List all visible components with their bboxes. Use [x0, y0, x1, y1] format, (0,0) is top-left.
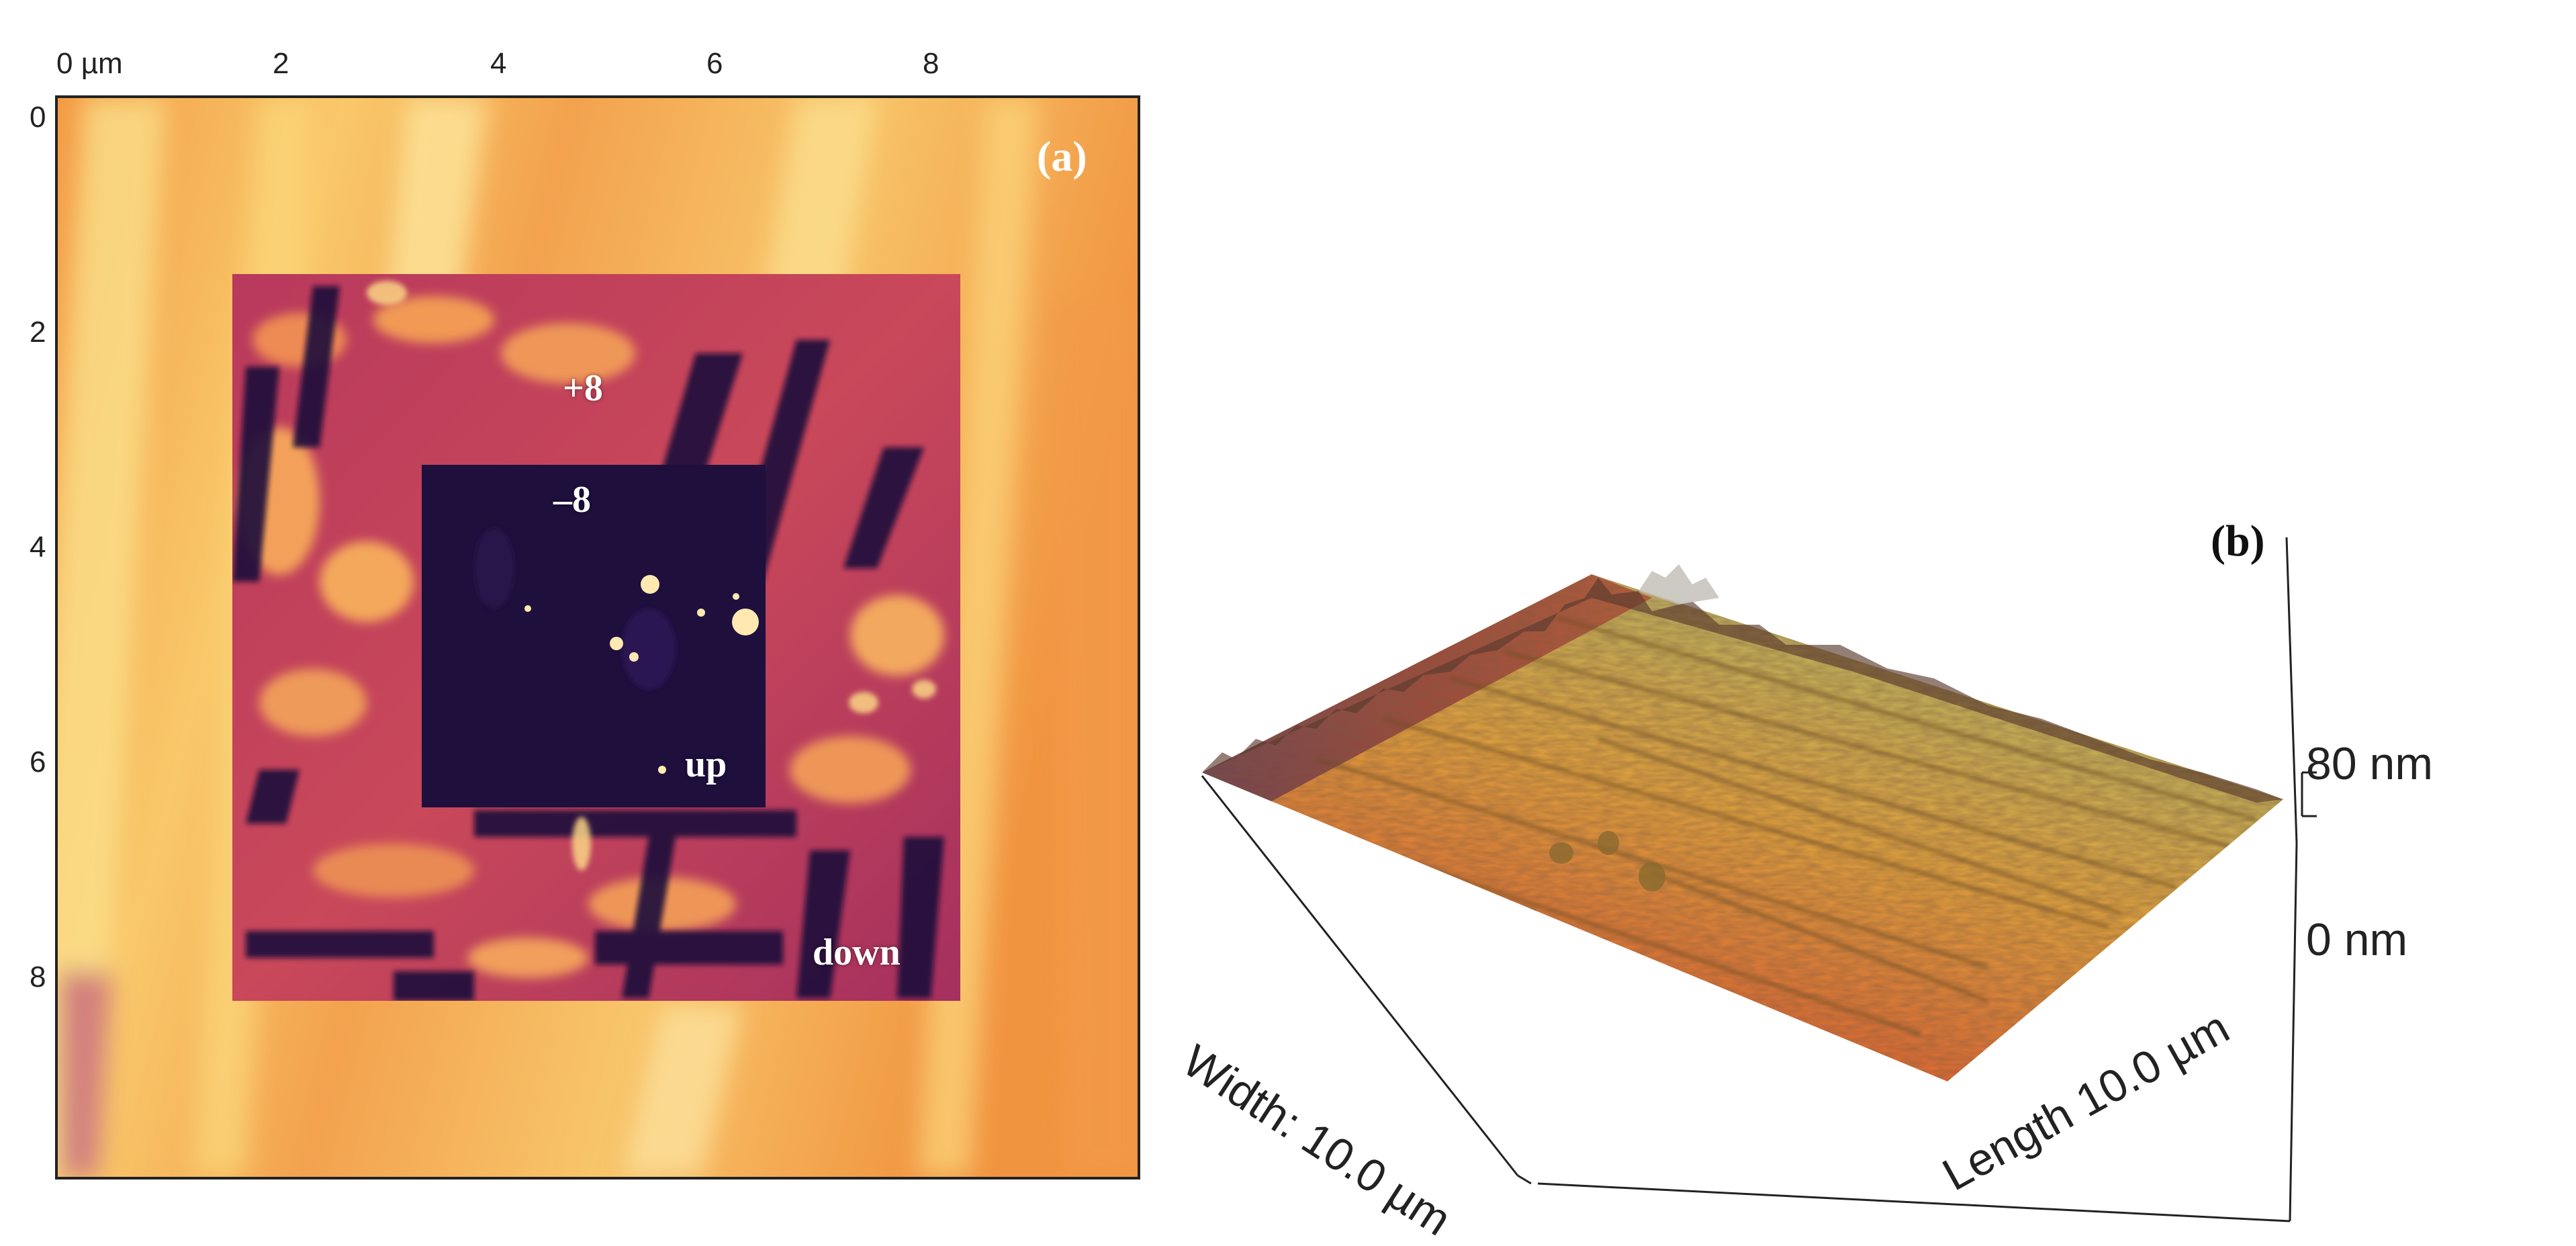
afm-topography-map: (a) +8 –8 up down	[55, 95, 1140, 1180]
y-tick: 0	[30, 101, 46, 134]
annotation-plus8: +8	[563, 367, 603, 409]
afm-image	[58, 98, 1138, 1177]
panel-b-label: (b)	[2211, 517, 2265, 566]
surface-axes	[1201, 537, 2317, 1222]
y-tick: 4	[30, 531, 46, 564]
x-tick: 4	[490, 47, 507, 80]
annotation-minus8: –8	[553, 479, 591, 521]
y-tick: 2	[30, 316, 46, 349]
panel-a-label: (a)	[1037, 132, 1087, 180]
afm-3d-surface	[1201, 537, 2317, 1222]
y-tick: 8	[30, 961, 46, 993]
x-tick: 6	[706, 47, 723, 80]
x-tick: 0 µm	[56, 47, 123, 80]
x-tick: 2	[273, 47, 289, 80]
z-axis-min-label: 0 nm	[2306, 914, 2408, 965]
annotation-up: up	[685, 744, 727, 785]
annotation-down: down	[813, 932, 901, 973]
y-tick: 6	[30, 746, 46, 778]
z-axis-max-label: 80 nm	[2306, 738, 2433, 789]
x-tick: 8	[923, 47, 939, 80]
